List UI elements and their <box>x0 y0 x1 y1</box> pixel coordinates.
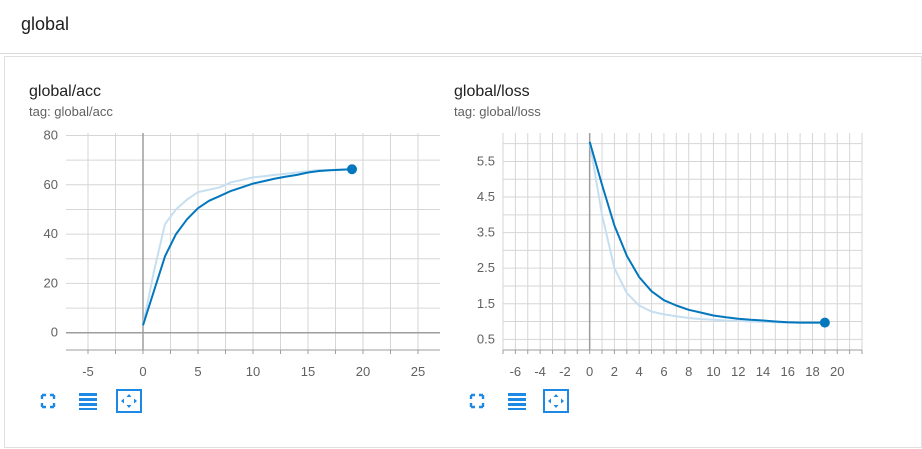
fit-domain-button[interactable] <box>542 388 569 414</box>
chart-tag: tag: global/loss <box>454 104 541 119</box>
page-title: global <box>21 14 70 34</box>
page-header: global <box>0 0 922 54</box>
chart-tag: tag: global/acc <box>29 104 113 119</box>
fit-domain-button[interactable] <box>115 388 142 414</box>
chart-title: global/loss <box>454 83 530 100</box>
fit-domain-icon <box>116 389 142 413</box>
data-table-button[interactable] <box>75 388 101 414</box>
charts-panel: global/acc tag: global/acc <box>4 56 922 448</box>
data-table-button[interactable] <box>504 388 530 414</box>
fullscreen-icon <box>469 393 485 409</box>
fullscreen-button[interactable] <box>464 388 490 414</box>
fullscreen-icon <box>40 393 56 409</box>
fullscreen-button[interactable] <box>35 388 61 414</box>
fit-domain-icon <box>543 389 569 413</box>
chart-title: global/acc <box>29 83 102 100</box>
data-table-icon <box>79 393 97 410</box>
data-table-icon <box>508 393 526 410</box>
